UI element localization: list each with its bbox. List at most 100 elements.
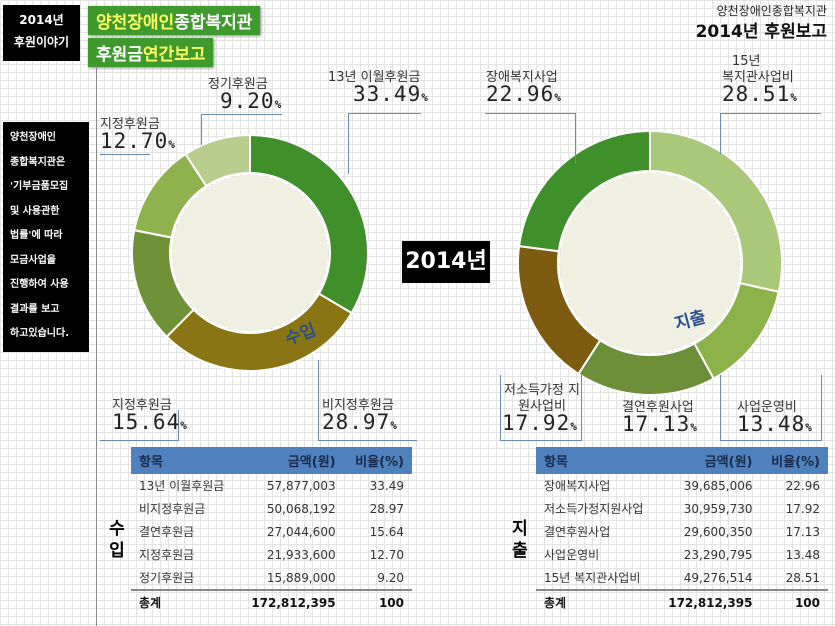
table-cell: 27,044,600 (266, 524, 336, 539)
table-total-row: 총계 172,812,395 100 (131, 589, 412, 614)
table-cell: 100 (760, 589, 828, 614)
donut-slice (249, 133, 369, 315)
table-cell: 49,276,514 (683, 570, 753, 585)
income-side-label: 수입 (109, 519, 125, 561)
table-cell: 사업운영비 (544, 548, 600, 562)
org-name-b: 종합복지관 (174, 13, 253, 33)
slice-label: 지정후원금 15.64% (112, 398, 188, 434)
table-total-row: 총계 172,812,395 100 (536, 589, 828, 614)
table-cell: 총계 (536, 589, 657, 614)
table-header: 항목 금액(원) 비율(%) (131, 447, 412, 474)
column-header: 항목 (131, 447, 238, 474)
table-row: 정기후원금 15,889,000 9.20 (131, 566, 412, 590)
table-cell: 17.13 (785, 524, 820, 539)
intro-line: 결과를 보고 (10, 303, 60, 315)
table-row: 지정후원금 21,933,600 12.70 (131, 543, 412, 566)
table-cell: 9.20 (377, 570, 404, 585)
org-name-banner: 양천장애인종합복지관 (88, 6, 261, 35)
table-row: 사업운영비 23,290,795 13.48 (536, 543, 828, 566)
table-cell: 57,877,003 (266, 478, 336, 493)
subtitle-b: 연간보고 (142, 45, 206, 65)
divider (96, 66, 97, 626)
table-cell: 17.92 (785, 501, 820, 516)
table-cell: 33.49 (369, 478, 404, 493)
donut-hole (560, 173, 740, 353)
table-row: 13년 이월후원금 57,877,003 33.49 (131, 474, 412, 497)
slice-label: 사업운영비 13.48% (737, 400, 813, 436)
table-cell: 지정후원금 (139, 548, 195, 562)
top-right-org: 양천장애인종합복지관 (716, 4, 827, 18)
table-cell: 13년 이월후원금 (139, 479, 225, 493)
table-row: 결연후원사업 29,600,350 17.13 (536, 520, 828, 543)
column-header: 비율(%) (760, 447, 828, 474)
slice-label: 지정후원금 12.70% (100, 117, 176, 153)
intro-line: 양천장애인 (10, 132, 56, 143)
table-cell: 23,290,795 (683, 547, 753, 562)
org-name-a: 양천장애인 (96, 13, 175, 33)
top-right-title: 2014년 후원보고 (695, 22, 827, 42)
table-cell: 100 (343, 589, 412, 614)
subtitle-a: 후원금 (96, 45, 143, 65)
year-box-line: 2014년 (19, 13, 64, 27)
table-cell: 비지정후원금 (139, 502, 206, 516)
leader-line (485, 113, 576, 164)
expense-table: 항목 금액(원) 비율(%) 장애복지사업 39,685,006 22.96 저소득가정지원… (536, 447, 828, 614)
table-cell: 15년 복지관사업비 (544, 571, 641, 585)
expense-donut (517, 129, 783, 396)
column-header: 비율(%) (343, 447, 412, 474)
leader-line (100, 154, 150, 155)
slice-label: 저소득가정 지원사업비 17.92% (502, 383, 580, 435)
slice-label: 정기후원금 9.20% (208, 77, 283, 113)
table-cell: 15.64 (369, 524, 404, 539)
table-cell: 저소득가정지원사업 (544, 502, 644, 516)
table-cell: 28.97 (369, 501, 404, 516)
table-cell: 172,812,395 (237, 589, 344, 614)
intro-line: 진행하여 사용 (10, 279, 69, 290)
table-cell: 21,933,600 (266, 547, 336, 562)
donut-slice (517, 129, 651, 253)
year-box: 2014년 후원이야기 (3, 5, 80, 61)
leader-line (318, 360, 417, 441)
slice-label: 결연후원사업 17.13% (622, 400, 698, 436)
leader-line (500, 375, 582, 441)
table-cell: 39,685,006 (683, 478, 753, 493)
intro-line: 하고있습니다. (10, 328, 69, 339)
income-donut (131, 133, 369, 372)
table-cell: 22.96 (785, 478, 820, 493)
column-header: 금액(원) (237, 447, 344, 474)
intro-line: 모금사업을 (10, 254, 56, 266)
leader-line (201, 114, 282, 145)
table-row: 결연후원금 27,044,600 15.64 (131, 520, 412, 543)
leader-line (720, 113, 821, 154)
column-header: 금액(원) (656, 447, 761, 474)
leader-line (720, 375, 822, 441)
expense-side-label: 지출 (512, 519, 528, 561)
leader-line (100, 410, 179, 441)
intro-line: 및 사용관한 (10, 205, 60, 217)
intro-line: 법률'에 따라 (10, 230, 63, 241)
table-cell: 결연후원사업 (544, 525, 611, 539)
table-cell: 50,068,192 (266, 501, 336, 516)
year-box-line: 후원이야기 (13, 35, 70, 49)
table-cell: 총계 (131, 589, 238, 614)
table-cell: 13.48 (785, 547, 820, 562)
leader-line (348, 113, 421, 174)
table-cell: 12.70 (369, 547, 404, 562)
table-cell: 29,600,350 (683, 524, 753, 539)
donut-hole (172, 175, 328, 331)
table-header: 항목 금액(원) 비율(%) (536, 447, 828, 474)
slice-label: 장애복지사업 22.96% (486, 70, 562, 106)
table-cell: 정기후원금 (139, 571, 195, 585)
table-cell: 15,889,000 (266, 570, 336, 585)
table-row: 장애복지사업 39,685,006 22.96 (536, 474, 828, 497)
slice-label: 13년 이월후원금 33.49% (328, 70, 429, 106)
table-cell: 결연후원금 (139, 525, 195, 539)
table-cell: 172,812,395 (656, 589, 761, 614)
center-year-label: 2014년 (402, 241, 490, 283)
table-cell: 30,959,730 (683, 501, 753, 516)
column-header: 항목 (536, 447, 657, 474)
slice-label: 비지정후원금 28.97% (322, 398, 398, 434)
table-row: 비지정후원금 50,068,192 28.97 (131, 497, 412, 520)
table-row: 15년 복지관사업비 49,276,514 28.51 (536, 566, 828, 590)
